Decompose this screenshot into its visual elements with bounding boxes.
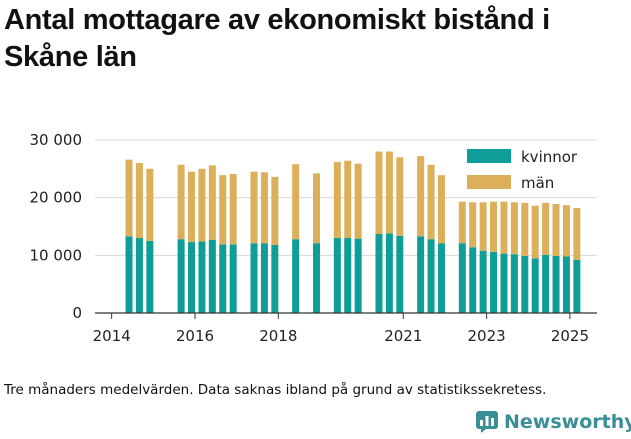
- bar-kvinnor: [490, 251, 498, 313]
- bar-kvinnor: [375, 233, 383, 313]
- bar-man: [573, 208, 581, 260]
- bar-kvinnor: [552, 255, 560, 313]
- bar-kvinnor: [125, 236, 133, 313]
- bar-kvinnor: [219, 244, 227, 313]
- bar-man: [500, 201, 508, 254]
- bar-kvinnor: [437, 243, 445, 313]
- bars: [125, 151, 581, 313]
- bar-kvinnor: [531, 258, 539, 313]
- bar-man: [177, 164, 185, 240]
- bar-man: [521, 202, 529, 256]
- x-tick-label: 2025: [551, 327, 589, 345]
- bar-man: [531, 205, 539, 259]
- bar-man: [510, 202, 518, 255]
- bar-man: [260, 172, 268, 244]
- logo-text: Newsworthy: [504, 411, 631, 433]
- bar-man: [427, 164, 435, 240]
- bar-man: [250, 171, 258, 244]
- y-tick-label: 20 000: [30, 189, 83, 207]
- bar-man: [146, 168, 154, 241]
- bar-man: [125, 159, 133, 237]
- bar-kvinnor: [510, 254, 518, 313]
- x-tick-label: 2021: [384, 327, 422, 345]
- bar-kvinnor: [146, 240, 154, 313]
- bar-man: [385, 151, 393, 234]
- bar-man: [542, 202, 550, 255]
- x-tick-label: 2016: [176, 327, 214, 345]
- bar-kvinnor: [521, 255, 529, 313]
- bar-kvinnor: [208, 239, 216, 313]
- bar-man: [312, 173, 320, 244]
- newsworthy-logo-icon: [476, 411, 498, 433]
- bar-kvinnor: [562, 256, 570, 313]
- x-axis: 2014 2016 2018 2021 2023 2025: [93, 312, 597, 345]
- chart-caption: Tre månaders medelvärden. Data saknas ib…: [4, 382, 547, 398]
- bar-kvinnor: [250, 243, 258, 313]
- bar-man: [396, 157, 404, 236]
- bar-man: [208, 165, 216, 240]
- bar-man: [229, 174, 237, 245]
- bar-kvinnor: [417, 236, 425, 313]
- bar-kvinnor: [469, 247, 477, 313]
- bar-kvinnor: [542, 254, 550, 313]
- bar-kvinnor: [396, 235, 404, 313]
- bar-kvinnor: [271, 244, 279, 313]
- bar-man: [292, 164, 300, 240]
- bar-kvinnor: [479, 250, 487, 313]
- bar-man: [333, 161, 341, 239]
- bar-man: [354, 163, 362, 239]
- bar-kvinnor: [260, 243, 268, 313]
- bar-kvinnor: [292, 239, 300, 313]
- bar-kvinnor: [188, 242, 196, 313]
- bar-man: [479, 202, 487, 251]
- bar-kvinnor: [229, 244, 237, 313]
- x-tick-label: 2023: [468, 327, 506, 345]
- y-tick-label: 0: [72, 304, 82, 322]
- legend: kvinnor män: [467, 148, 578, 192]
- y-axis-ticks: 0 10 000 20 000 30 000: [30, 131, 83, 322]
- bar-man: [135, 163, 143, 239]
- bar-kvinnor: [198, 241, 206, 313]
- bar-man: [458, 201, 466, 244]
- bar-kvinnor: [385, 233, 393, 313]
- bar-man: [188, 171, 196, 243]
- newsworthy-logo: Newsworthy: [476, 406, 631, 438]
- bar-kvinnor: [135, 238, 143, 313]
- bar-kvinnor: [333, 238, 341, 313]
- chart-title: Antal mottagare av ekonomiskt bistånd i …: [4, 4, 550, 73]
- bar-kvinnor: [312, 243, 320, 313]
- bar-kvinnor: [458, 243, 466, 313]
- bar-kvinnor: [177, 239, 185, 313]
- bar-man: [437, 175, 445, 244]
- bar-kvinnor: [344, 238, 352, 313]
- bar-man: [562, 205, 570, 257]
- bar-kvinnor: [354, 238, 362, 313]
- bar-man: [344, 160, 352, 239]
- legend-label: kvinnor: [521, 148, 578, 166]
- legend-swatch: [467, 149, 511, 163]
- x-tick-label: 2014: [93, 327, 131, 345]
- bar-man: [375, 151, 383, 234]
- bar-kvinnor: [573, 259, 581, 313]
- bar-man: [219, 175, 227, 245]
- bar-man: [552, 204, 560, 256]
- bar-man: [490, 201, 498, 252]
- bar-kvinnor: [427, 239, 435, 313]
- y-tick-label: 30 000: [30, 131, 83, 149]
- x-tick-label: 2018: [259, 327, 297, 345]
- y-tick-label: 10 000: [30, 246, 83, 264]
- legend-swatch: [467, 175, 511, 189]
- legend-label: män: [521, 174, 554, 192]
- bar-kvinnor: [500, 253, 508, 313]
- bar-man: [469, 202, 477, 248]
- bar-man: [271, 176, 279, 245]
- bar-man: [417, 156, 425, 237]
- bar-man: [198, 168, 206, 242]
